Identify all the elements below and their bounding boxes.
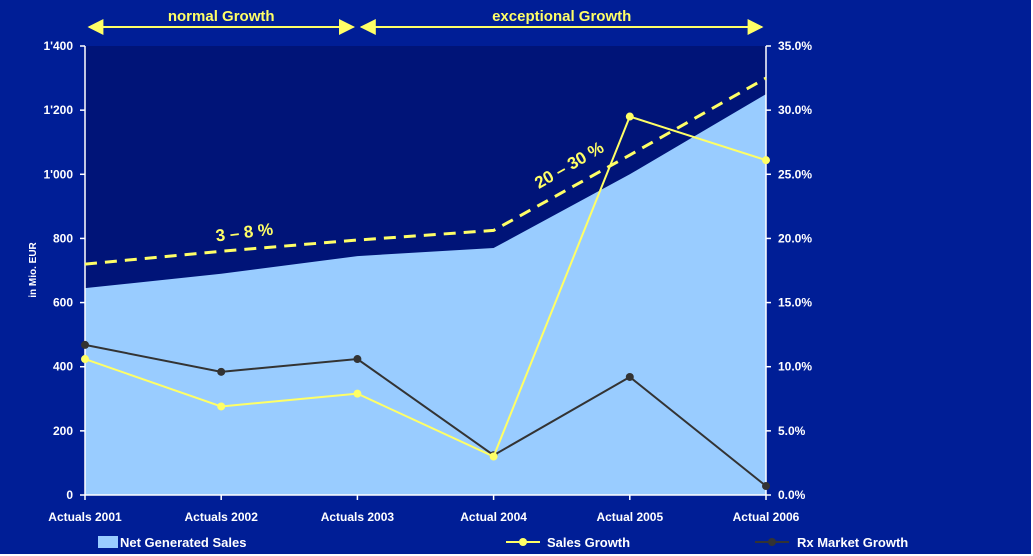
y-right-tick-label: 15.0% [778,296,812,310]
area-net-generated-sales [85,94,766,495]
point-rx-market-growth [762,482,770,491]
legend-swatch-sales-growth-marker [519,538,527,546]
legend-label-net-generated-sales: Net Generated Sales [120,535,246,550]
phase-label-normal-growth: normal Growth [168,8,275,25]
legend-label-sales-growth: Sales Growth [547,535,630,550]
point-rx-market-growth [217,367,226,376]
y-right-tick-label: 0.0% [778,488,806,502]
point-sales-growth [217,402,226,411]
legend-label-rx-market-growth: Rx Market Growth [797,535,908,550]
y-left-tick-label: 1'000 [43,167,73,181]
x-tick-label-actuals-2001: Actuals 2001 [48,510,122,524]
y-left-tick-label: 800 [53,231,73,245]
phase-label-exceptional-growth: exceptional Growth [492,8,631,25]
y-left-tick-label: 600 [53,296,73,310]
y-axis-label: in Mio. EUR [28,241,39,297]
y-right-tick-label: 5.0% [778,424,806,438]
legend-swatch-net-generated-sales [98,536,118,548]
y-left-tick-label: 200 [53,424,73,438]
point-sales-growth [762,156,770,165]
x-tick-label-actuals-2003: Actuals 2003 [321,510,395,524]
y-right-tick-label: 20.0% [778,231,812,245]
x-tick-label-actual-2005: Actual 2005 [596,510,663,524]
x-tick-label-actual-2006: Actual 2006 [733,510,800,524]
y-left-tick-label: 400 [53,360,73,374]
line-sales-growth [84,115,767,458]
trend-line-dashed [84,76,767,266]
point-sales-growth [353,389,362,398]
point-rx-market-growth [353,355,362,364]
point-sales-growth [489,452,498,461]
legend: Net Generated Sales Sales Growth Rx Mark… [98,535,908,550]
y-right-tick-label: 10.0% [778,360,812,374]
point-sales-growth [625,112,634,121]
y-right-tick-label: 25.0% [778,167,812,181]
point-rx-market-growth [81,340,89,349]
point-rx-market-growth [625,372,634,381]
y-right-tick-label: 30.0% [778,103,812,117]
y-left-tick-label: 1'200 [43,103,73,117]
y-left-tick-label: 1'400 [43,39,73,53]
x-tick-label-actual-2004: Actual 2004 [460,510,527,524]
legend-swatch-rx-market-growth-marker [768,538,776,546]
x-tick-label-actuals-2002: Actuals 2002 [185,510,259,524]
point-sales-growth [81,355,89,364]
line-rx-market-growth [84,343,767,487]
y-right-tick-label: 35.0% [778,39,812,53]
y-left-tick-label: 0 [66,488,73,502]
